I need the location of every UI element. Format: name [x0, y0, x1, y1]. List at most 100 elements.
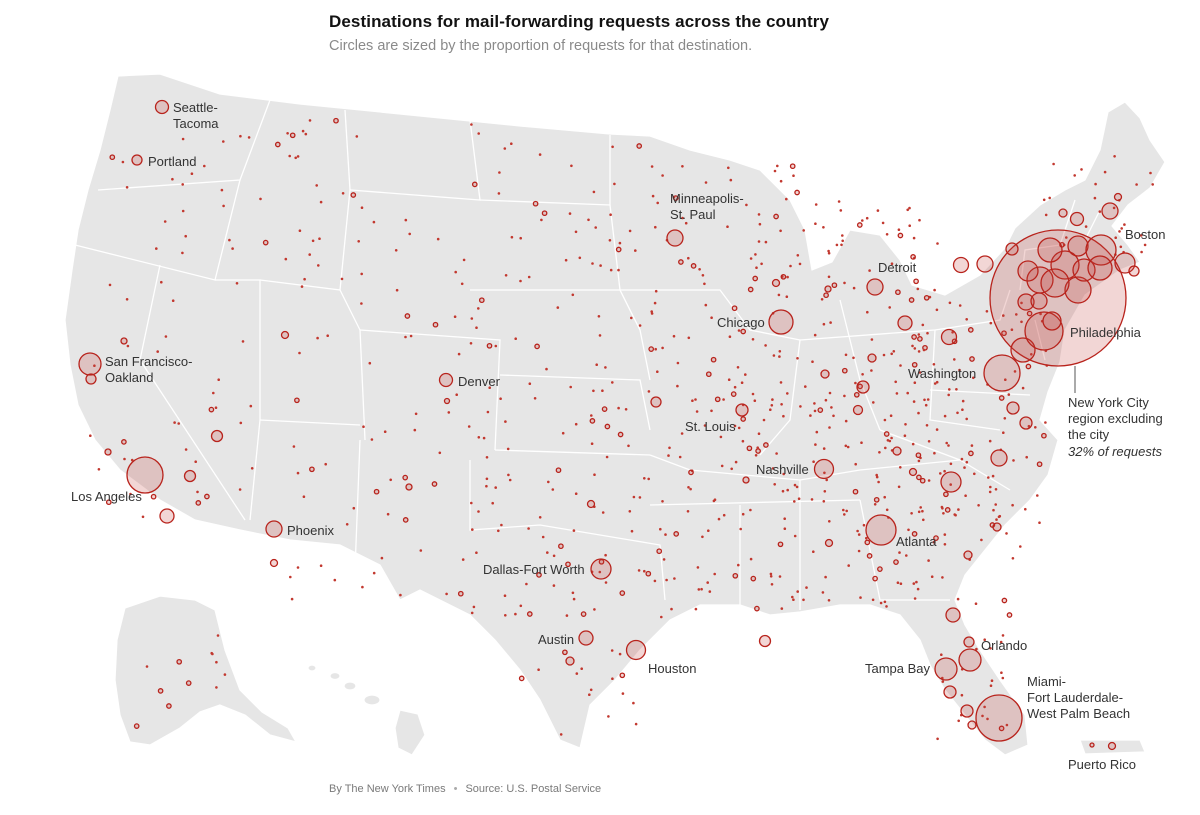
small-destination-dot — [519, 279, 522, 283]
small-destination-dot — [905, 554, 908, 557]
small-destination-dot — [757, 240, 761, 243]
small-destination-dot — [559, 733, 563, 736]
small-destination-dot — [895, 289, 901, 296]
small-destination-dot — [574, 230, 578, 234]
small-destination-dot — [793, 483, 797, 487]
small-destination-dot — [843, 394, 846, 398]
small-destination-dot — [772, 354, 776, 357]
small-destination-dot — [701, 274, 705, 277]
small-destination-dot — [770, 404, 774, 407]
small-destination-dot — [617, 406, 620, 410]
small-destination-dot — [908, 224, 911, 227]
small-destination-dot — [181, 251, 184, 255]
small-destination-dot — [289, 132, 296, 139]
small-destination-dot — [843, 513, 846, 516]
small-destination-dot — [814, 203, 818, 206]
small-destination-dot — [636, 143, 643, 149]
small-destination-dot — [518, 675, 525, 682]
small-destination-dot — [507, 473, 510, 477]
small-destination-dot — [357, 240, 361, 243]
bubble-austin — [578, 630, 594, 646]
small-destination-dot — [939, 472, 942, 475]
small-destination-dot — [133, 723, 140, 729]
bubble-ny-5 — [1037, 237, 1063, 263]
small-destination-dot — [897, 232, 904, 239]
small-destination-dot — [1052, 162, 1055, 166]
small-destination-dot — [436, 237, 440, 241]
small-destination-dot — [461, 558, 465, 561]
small-destination-dot — [194, 460, 197, 464]
small-destination-dot — [590, 414, 593, 417]
small-destination-dot — [333, 117, 339, 124]
small-destination-dot — [619, 590, 626, 596]
bubble-baltimore — [1010, 337, 1036, 363]
bubble-riverside — [183, 469, 197, 483]
small-destination-dot — [580, 611, 587, 617]
small-destination-dot — [943, 414, 947, 418]
small-destination-dot — [994, 503, 997, 506]
small-destination-dot — [943, 469, 946, 473]
small-destination-dot — [166, 703, 172, 709]
small-destination-dot — [432, 321, 439, 328]
small-destination-dot — [160, 280, 163, 284]
small-destination-dot — [212, 391, 215, 395]
small-destination-dot — [897, 228, 901, 231]
small-destination-dot — [755, 266, 758, 270]
small-destination-dot — [125, 186, 129, 189]
small-destination-dot — [294, 156, 298, 160]
bubble-st-louis — [735, 403, 749, 417]
small-destination-dot — [757, 213, 761, 216]
small-destination-dot — [754, 253, 757, 256]
small-destination-dot — [667, 454, 670, 457]
small-destination-dot — [913, 381, 917, 385]
small-destination-dot — [1020, 301, 1023, 305]
small-destination-dot — [915, 580, 918, 584]
small-destination-dot — [181, 209, 185, 213]
small-destination-dot — [737, 426, 741, 430]
small-destination-dot — [782, 414, 785, 418]
small-destination-dot — [372, 220, 376, 224]
small-destination-dot — [975, 647, 978, 651]
bubble-minneapolis — [666, 229, 684, 247]
small-destination-dot — [847, 564, 850, 567]
small-destination-dot — [895, 392, 899, 395]
small-destination-dot — [340, 277, 344, 281]
small-destination-dot — [129, 492, 132, 496]
label-austin: Austin — [538, 632, 574, 647]
small-destination-dot — [386, 512, 390, 516]
small-destination-dot — [1143, 243, 1147, 247]
small-destination-dot — [861, 373, 864, 376]
small-destination-dot — [983, 705, 986, 709]
small-destination-dot — [485, 477, 489, 481]
small-destination-dot — [732, 572, 739, 579]
small-destination-dot — [954, 513, 957, 517]
small-destination-dot — [792, 174, 795, 177]
small-destination-dot — [604, 366, 607, 369]
small-destination-dot — [930, 575, 934, 578]
bubble-philadelphia — [1024, 311, 1064, 351]
small-destination-dot — [846, 445, 850, 449]
small-destination-dot — [837, 200, 841, 203]
chart-title: Destinations for mail-forwarding request… — [329, 12, 830, 31]
small-destination-dot — [574, 492, 578, 496]
small-destination-dot — [689, 487, 692, 491]
small-destination-dot — [303, 277, 306, 281]
small-destination-dot — [912, 236, 916, 240]
small-destination-dot — [812, 460, 815, 464]
small-destination-dot — [1025, 455, 1028, 459]
small-destination-dot — [873, 496, 880, 503]
small-destination-dot — [593, 608, 596, 611]
small-destination-dot — [814, 222, 817, 225]
small-destination-dot — [997, 515, 1001, 519]
small-destination-dot — [519, 236, 522, 240]
small-destination-dot — [875, 473, 878, 477]
small-destination-dot — [471, 181, 478, 188]
small-destination-dot — [791, 595, 794, 599]
small-destination-dot — [754, 605, 760, 612]
small-destination-dot — [802, 229, 805, 232]
small-destination-dot — [745, 203, 748, 207]
small-destination-dot — [999, 640, 1003, 644]
label-washington: Washington — [908, 366, 976, 381]
small-destination-dot — [228, 238, 231, 242]
small-destination-dot — [769, 575, 773, 578]
